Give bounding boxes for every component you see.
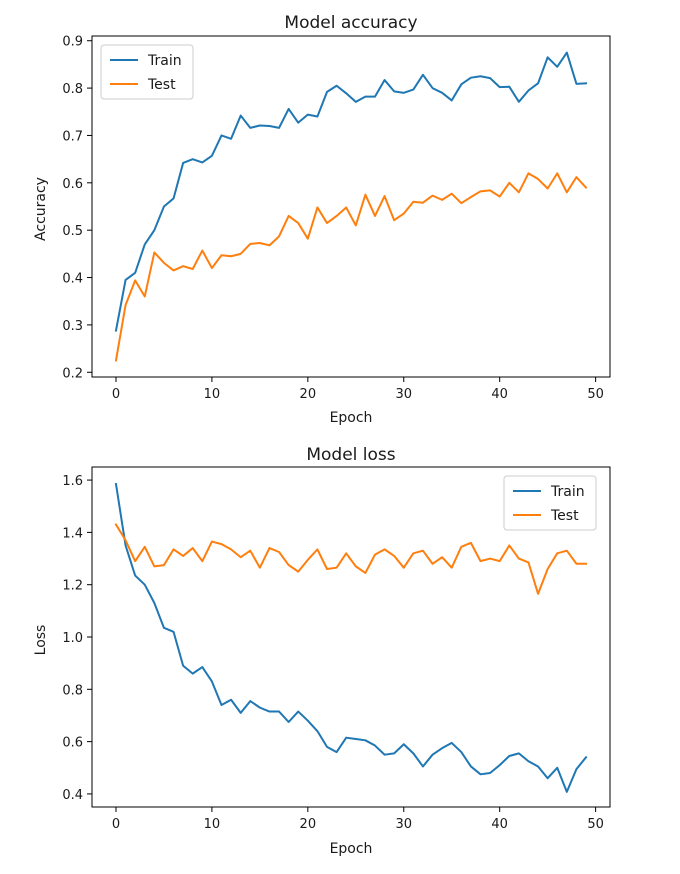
accuracy-title: Model accuracy (284, 13, 417, 33)
loss-xtick-label: 0 (112, 817, 120, 832)
accuracy-legend-label-train: Train (147, 53, 182, 69)
loss-xtick-label: 20 (300, 817, 317, 832)
accuracy-legend: Train Test (100, 44, 194, 100)
loss-ytick-label: 1.2 (62, 579, 83, 594)
loss-legend-label-test: Test (550, 508, 579, 524)
accuracy-ytick-label: 0.7 (62, 129, 83, 144)
accuracy-xtick-label: 30 (395, 387, 412, 402)
accuracy-legend-box (100, 44, 194, 100)
accuracy-ytick-label: 0.3 (62, 319, 83, 334)
accuracy-plot-frame (91, 35, 611, 378)
loss-title: Model loss (306, 445, 395, 465)
loss-legend: Train Test (503, 475, 597, 531)
loss-ytick-label: 0.6 (62, 736, 83, 751)
loss-series-train-line (114, 482, 588, 793)
loss-ytick-label: 1.6 (62, 474, 83, 489)
accuracy-ytick-label: 0.8 (62, 82, 83, 97)
accuracy-ytick-label: 0.2 (62, 366, 83, 381)
accuracy-legend-label-test: Test (147, 77, 176, 93)
accuracy-xtick-label: 20 (300, 387, 317, 402)
loss-ytick-label: 0.8 (62, 683, 83, 698)
accuracy-xlabel: Epoch (330, 410, 373, 426)
loss-series-test-line (114, 523, 588, 595)
accuracy-xtick-label: 50 (587, 387, 604, 402)
accuracy-ytick-label: 0.5 (62, 224, 83, 239)
accuracy-xtick-label: 40 (491, 387, 508, 402)
accuracy-ytick-label: 0.4 (62, 272, 83, 287)
loss-xtick-label: 30 (395, 817, 412, 832)
accuracy-xtick-label: 0 (112, 387, 120, 402)
loss-ytick-label: 1.0 (62, 631, 83, 646)
loss-chart: Model loss Epoch Loss 0 10 20 30 40 50 0.4 0.6 0… (33, 445, 611, 857)
accuracy-chart: Model accuracy Epoch Accuracy 0 10 20 30 40 5… (33, 13, 611, 426)
loss-legend-label-train: Train (550, 484, 585, 500)
accuracy-series-train-line (114, 51, 588, 332)
accuracy-ylabel: Accuracy (33, 177, 49, 241)
loss-xtick-label: 50 (587, 817, 604, 832)
loss-ytick-label: 1.4 (62, 526, 83, 541)
loss-xlabel: Epoch (330, 841, 373, 857)
loss-legend-box (503, 475, 597, 531)
accuracy-xtick-label: 10 (204, 387, 221, 402)
accuracy-series-test-line (114, 172, 588, 362)
accuracy-ytick-label: 0.6 (62, 177, 83, 192)
loss-xtick-label: 10 (204, 817, 221, 832)
loss-xtick-label: 40 (491, 817, 508, 832)
loss-ytick-label: 0.4 (62, 788, 83, 803)
accuracy-ytick-label: 0.9 (62, 35, 83, 50)
loss-ylabel: Loss (33, 625, 49, 656)
